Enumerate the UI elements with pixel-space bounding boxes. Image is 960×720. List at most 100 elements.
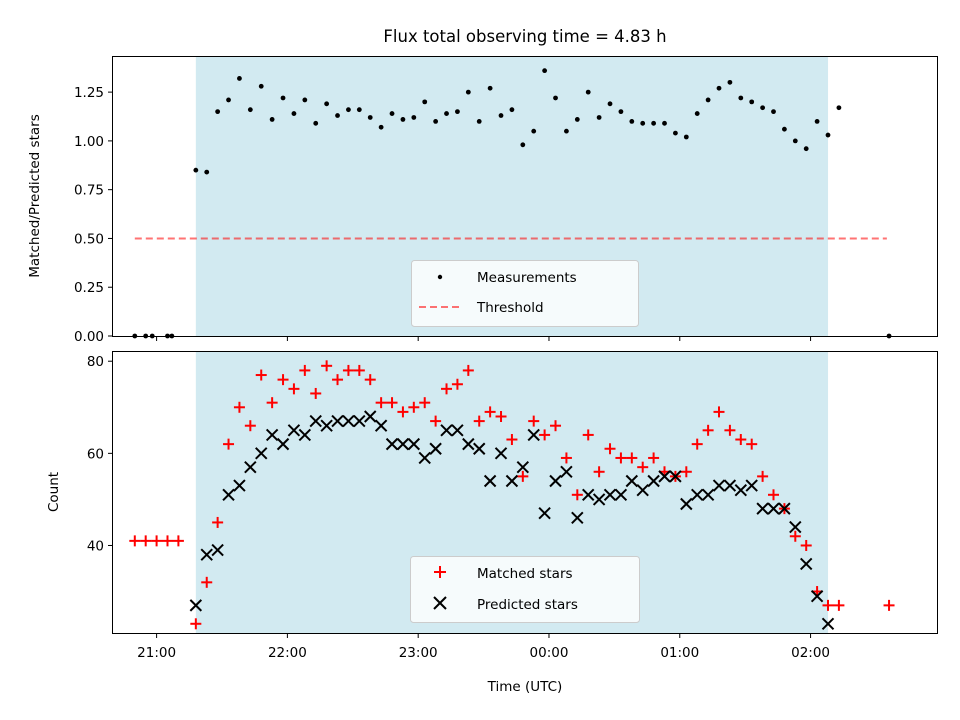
bottom-xlabel: Time (UTC) <box>487 679 563 695</box>
top-title: Flux total observing time = 4.83 h <box>383 27 666 46</box>
matched-star-point <box>129 535 141 547</box>
matched-star-point <box>212 516 224 528</box>
bottom-x-ticks: 21:00 22:00 23:00 00:00 01:00 02:00 <box>137 633 830 661</box>
matched-star-point <box>161 535 173 547</box>
matched-star-point <box>702 424 714 436</box>
predicted-star-point <box>789 520 802 534</box>
measurement-point <box>335 113 340 118</box>
matched-star-point <box>419 397 431 409</box>
top-x-ticks <box>156 336 812 341</box>
measurement-point <box>782 126 787 132</box>
matched-star-point <box>833 599 845 611</box>
matched-star-point <box>233 401 245 413</box>
matched-star-point <box>746 438 758 450</box>
measurement-point <box>738 95 744 101</box>
measurement-point <box>291 111 297 116</box>
predicted-star-point <box>462 437 475 451</box>
matched-star-point <box>244 420 256 432</box>
measurement-point <box>662 120 667 126</box>
matched-star-point <box>397 406 409 418</box>
matched-star-point <box>528 415 540 427</box>
predicted-star-point <box>592 493 606 506</box>
measurement-point <box>705 97 711 103</box>
matched-star-point <box>735 434 747 446</box>
top-axes-frame <box>112 56 938 337</box>
predicted-star-point <box>680 497 693 511</box>
matched-star-point <box>757 470 769 482</box>
matched-star-point <box>201 576 213 588</box>
matched-star-point <box>724 424 736 436</box>
measurement-point <box>814 118 820 124</box>
predicted-star-point <box>614 488 628 502</box>
matched-star-point <box>190 618 202 630</box>
measurement-point <box>836 105 842 111</box>
matched-star-point <box>451 378 463 390</box>
measurement-point <box>531 128 537 134</box>
predicted-star-point <box>374 419 388 432</box>
bottom-y-tick-label: 60 <box>87 446 104 462</box>
bottom-x-tick-label: 01:00 <box>660 645 699 661</box>
matched-star-point <box>342 364 354 376</box>
legend-label-matched: Matched stars <box>477 566 573 582</box>
measurement-point <box>258 83 264 89</box>
top-panel: Flux total observing time = 4.83 h 0.000… <box>27 27 938 345</box>
measurement-point <box>727 79 733 85</box>
predicted-star-point <box>418 451 431 465</box>
predicted-star-point <box>778 502 791 515</box>
predicted-star-point <box>200 548 213 561</box>
matched-star-point <box>800 539 812 551</box>
predicted-star-point <box>429 442 442 455</box>
predicted-star-point <box>734 483 748 497</box>
matched-star-point <box>223 438 235 450</box>
matched-star-point <box>332 374 344 386</box>
measurement-point <box>378 124 384 130</box>
measurement-point <box>553 95 558 101</box>
measurement-point <box>400 117 406 122</box>
bottom-x-tick-label: 21:00 <box>137 645 176 661</box>
matched-star-point <box>539 429 551 441</box>
matched-star-point <box>768 489 780 501</box>
matched-star-point <box>288 383 300 395</box>
matched-star-point <box>473 415 485 427</box>
matched-star-point <box>364 374 376 386</box>
matched-star-point <box>615 452 627 464</box>
measurement-point <box>651 120 657 126</box>
measurement-point <box>324 101 330 107</box>
measurement-point <box>411 115 417 120</box>
measurement-point <box>803 146 809 152</box>
measurement-point <box>509 107 515 113</box>
measurement-point <box>683 134 689 140</box>
matched-star-point <box>430 415 442 427</box>
matched-star-point <box>789 530 801 542</box>
measurement-point <box>367 115 373 120</box>
predicted-star-point <box>189 599 203 612</box>
predicted-star-point <box>571 511 584 525</box>
measurement-point <box>673 130 678 136</box>
bottom-ylabel: Count <box>46 472 62 512</box>
matched-star-point <box>713 406 725 418</box>
matched-star-point <box>172 535 184 547</box>
measurement-point <box>596 115 602 120</box>
bottom-axes-frame <box>112 351 938 634</box>
measurement-point <box>302 97 308 103</box>
predicted-star-point <box>298 428 312 442</box>
predicted-star-point <box>723 479 737 492</box>
measurement-point <box>564 128 569 134</box>
matched-star-point <box>310 387 322 399</box>
predicted-star-point <box>821 617 835 630</box>
bottom-x-tick-label: 23:00 <box>399 645 438 661</box>
predicted-star-point <box>342 414 355 428</box>
measurement-point <box>269 117 275 122</box>
predicted-star-point <box>669 470 682 483</box>
measurement-point <box>476 118 482 124</box>
predicted-star-point <box>233 479 246 492</box>
measurement-point <box>607 101 613 107</box>
measurement-point <box>193 167 199 173</box>
bottom-x-tick-label: 02:00 <box>791 645 830 661</box>
measurement-point <box>465 89 471 95</box>
matched-star-point <box>648 452 660 464</box>
predicted-star-point <box>701 488 715 502</box>
matched-star-point <box>604 443 616 455</box>
measurement-point <box>389 111 395 116</box>
measurement-point <box>444 111 449 116</box>
